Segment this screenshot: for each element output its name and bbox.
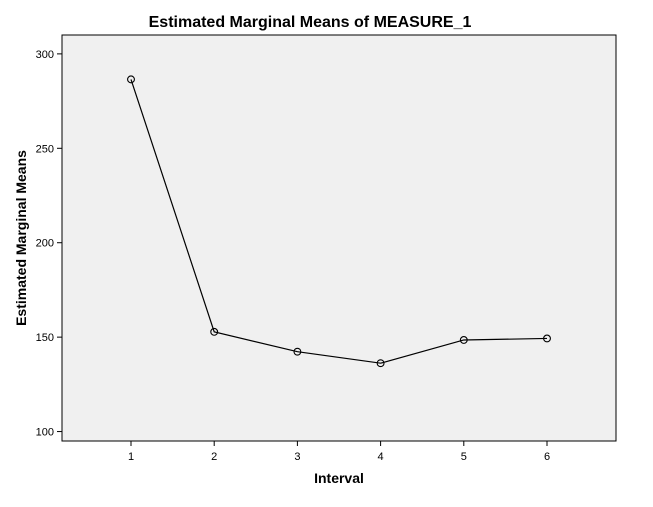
x-axis: 1 2 3 4 5 6 [128,441,550,463]
x-tick-label: 4 [378,451,384,463]
y-tick-label: 200 [36,238,54,250]
y-tick-label: 300 [36,49,54,61]
data-point-interval-3 [293,347,302,356]
x-tick-label: 5 [461,451,467,463]
y-axis: 100 150 200 250 300 [36,49,62,439]
x-axis-title: Interval [314,470,364,486]
x-tick-label: 6 [544,451,550,463]
x-tick-label: 1 [128,451,134,463]
data-point-interval-4 [376,359,385,368]
data-point-interval-6 [543,334,551,343]
x-tick-label: 3 [294,451,300,463]
x-tick-label: 2 [211,451,217,463]
plot-area [61,34,617,442]
series-line [130,79,548,364]
data-point-interval-1 [127,75,135,84]
data-point-interval-5 [459,336,468,344]
series-layer [127,75,551,368]
y-tick-label: 250 [36,143,54,155]
y-axis-title: Estimated Marginal Means [13,150,29,326]
y-tick-label: 150 [36,332,54,344]
y-tick-label: 100 [36,427,54,439]
data-point-interval-2 [210,327,219,336]
chart-title: Estimated Marginal Means of MEASURE_1 [149,14,472,31]
